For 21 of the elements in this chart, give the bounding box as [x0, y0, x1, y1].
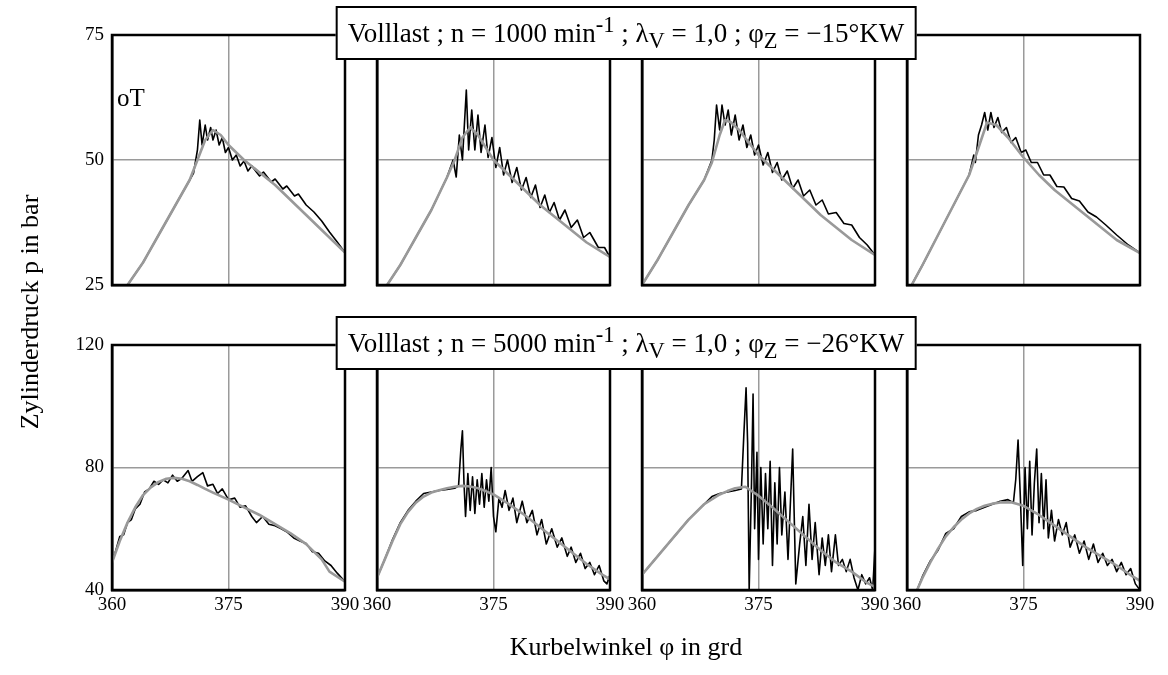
x-tick-label: 375: [744, 593, 773, 615]
x-tick-label: 390: [1125, 593, 1155, 615]
x-tick-label: 390: [595, 593, 625, 615]
x-tick-label: 375: [479, 593, 508, 615]
x-tick-label: 375: [1009, 593, 1038, 615]
x-tick-label: 390: [860, 593, 890, 615]
y-tick-label: 75: [85, 22, 104, 44]
annotation: oT: [117, 84, 145, 112]
x-tick-label: 360: [892, 593, 922, 615]
y-tick-label: 120: [75, 332, 104, 354]
text: Volllast ; n = 1000 min$^{-1}$ ; λ$_{V}$ = 1,0 ; φ$_{Z}$ = −15°KW: [335, 6, 917, 61]
y-tick-label: 50: [85, 147, 104, 169]
x-tick-label: 360: [627, 593, 657, 615]
y-axis-title: Zylinderdruck p in bar: [15, 194, 45, 430]
y-tick-label: 25: [85, 272, 104, 294]
text: Volllast ; n = 5000 min$^{-1}$ ; λ$_{V}$ = 1,0 ; φ$_{Z}$ = −26°KW: [335, 316, 917, 371]
x-tick-label: 390: [330, 593, 360, 615]
y-tick-label: 80: [85, 455, 104, 477]
x-axis-title: Kurbelwinkel φ in grd: [509, 632, 743, 662]
x-tick-label: 375: [214, 593, 243, 615]
x-tick-label: 360: [362, 593, 392, 615]
